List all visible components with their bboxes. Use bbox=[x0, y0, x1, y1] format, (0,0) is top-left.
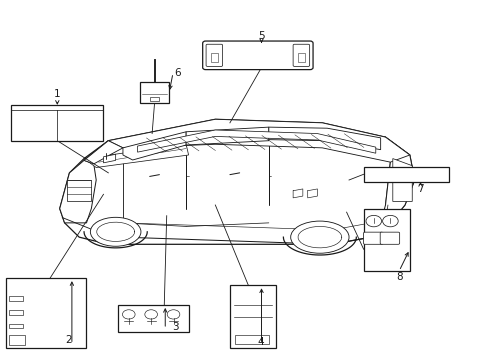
Text: 8: 8 bbox=[395, 272, 402, 282]
FancyBboxPatch shape bbox=[292, 44, 309, 66]
Bar bbox=[9, 310, 23, 315]
Text: 3: 3 bbox=[172, 322, 179, 332]
FancyBboxPatch shape bbox=[202, 41, 312, 69]
Polygon shape bbox=[84, 144, 188, 167]
Polygon shape bbox=[60, 119, 414, 244]
Polygon shape bbox=[268, 127, 380, 150]
Text: 2: 2 bbox=[65, 336, 72, 345]
Ellipse shape bbox=[290, 221, 348, 253]
Bar bbox=[140, 82, 169, 103]
Bar bbox=[9, 335, 25, 345]
Bar bbox=[363, 167, 448, 182]
Bar bbox=[363, 208, 409, 271]
Bar bbox=[9, 324, 23, 328]
Text: 1: 1 bbox=[54, 89, 61, 99]
Polygon shape bbox=[186, 127, 268, 145]
Polygon shape bbox=[392, 158, 411, 202]
Polygon shape bbox=[108, 119, 409, 162]
Text: 7: 7 bbox=[416, 184, 423, 194]
Text: 4: 4 bbox=[257, 337, 264, 347]
FancyBboxPatch shape bbox=[363, 232, 382, 244]
Bar bbox=[9, 296, 23, 301]
FancyBboxPatch shape bbox=[205, 44, 222, 66]
Bar bbox=[11, 105, 103, 141]
Bar bbox=[210, 53, 217, 62]
Polygon shape bbox=[84, 141, 122, 164]
Bar bbox=[229, 285, 276, 348]
Bar bbox=[297, 53, 304, 62]
Polygon shape bbox=[122, 132, 186, 160]
Polygon shape bbox=[103, 154, 116, 163]
Bar bbox=[150, 97, 159, 102]
Text: 5: 5 bbox=[258, 31, 264, 41]
Polygon shape bbox=[67, 180, 91, 202]
Polygon shape bbox=[137, 130, 375, 153]
Polygon shape bbox=[60, 160, 96, 223]
Polygon shape bbox=[380, 137, 414, 223]
Bar bbox=[118, 305, 188, 332]
Text: 6: 6 bbox=[174, 68, 180, 78]
Bar bbox=[234, 335, 269, 343]
Bar bbox=[6, 278, 86, 348]
FancyBboxPatch shape bbox=[380, 232, 399, 244]
Ellipse shape bbox=[90, 217, 141, 246]
